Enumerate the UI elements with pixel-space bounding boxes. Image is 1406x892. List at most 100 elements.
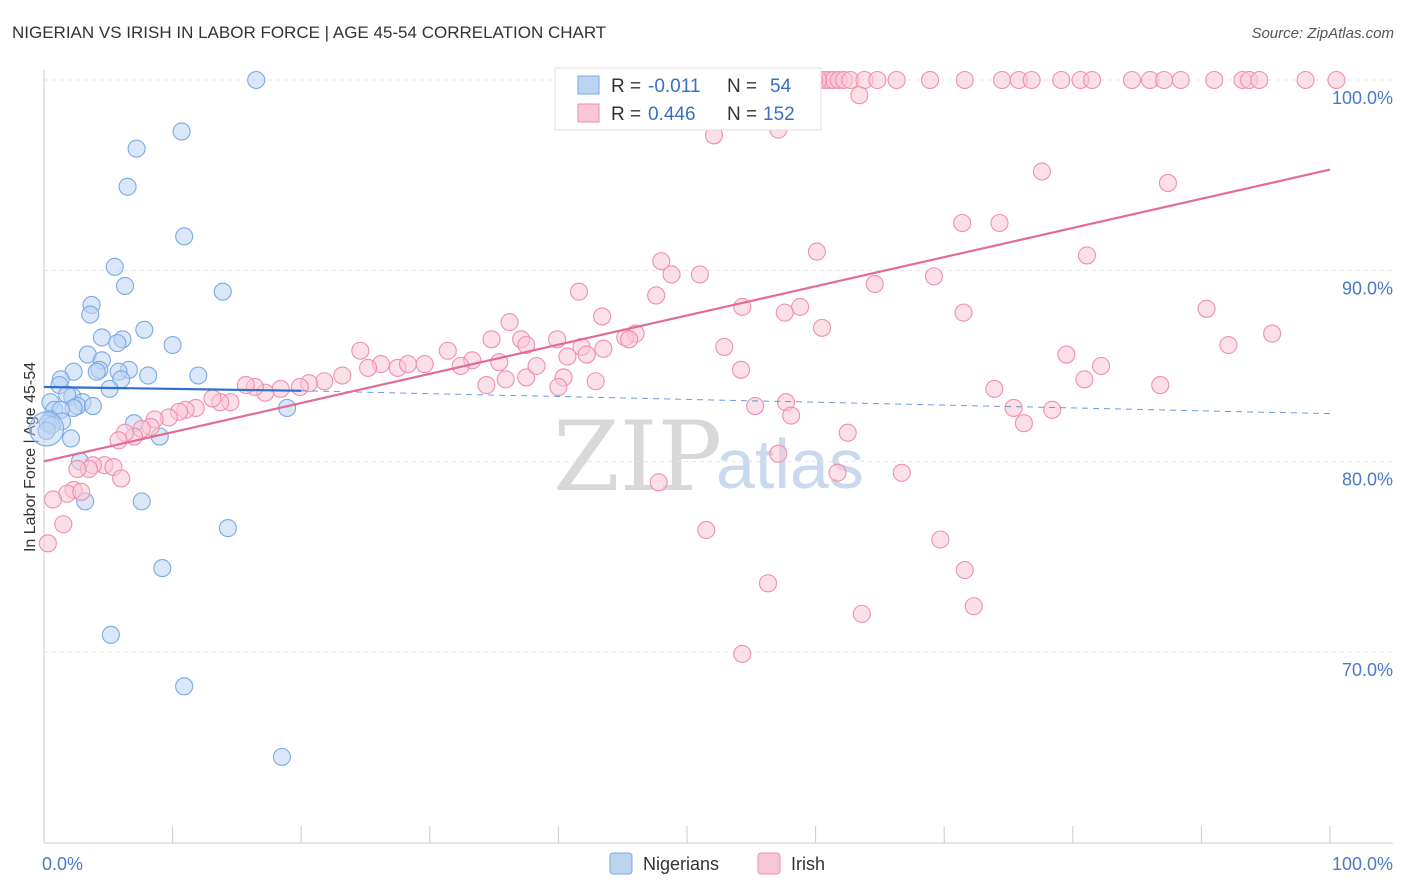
- point-irish-43: [1327, 70, 1346, 90]
- series-legend-label-irish: Irish: [791, 854, 825, 874]
- point-irish-87: [415, 355, 434, 374]
- legend-r-value-nigerians: -0.011: [648, 76, 700, 97]
- chart-source: Source: ZipAtlas.com: [1251, 25, 1394, 42]
- legend-swatch-irish: [577, 103, 600, 123]
- point-irish-34: [1122, 70, 1142, 90]
- point-irish-24: [868, 70, 887, 90]
- point-irish-91: [351, 341, 370, 360]
- legend-n-label-irish: N =: [727, 104, 757, 125]
- grid-lines: [43, 79, 1393, 843]
- point-irish-121: [54, 515, 73, 534]
- point-nigerians-7: [213, 282, 232, 301]
- point-nigerians-52: [175, 677, 194, 696]
- point-irish-138: [517, 335, 536, 355]
- point-irish-167: [649, 473, 668, 492]
- point-irish-137: [620, 330, 639, 349]
- point-nigerians-4: [175, 227, 194, 246]
- point-irish-117: [68, 459, 87, 479]
- point-irish-120: [43, 490, 63, 509]
- point-irish-158: [838, 423, 857, 442]
- point-nigerians-48: [132, 492, 151, 511]
- trend-line-nigerians: [43, 385, 302, 392]
- point-nigerians-cluster: [29, 411, 65, 447]
- point-irish-161: [955, 560, 974, 580]
- point-irish-155: [746, 396, 765, 416]
- point-irish-26: [921, 70, 940, 90]
- point-irish-28: [993, 70, 1012, 90]
- point-irish-97: [271, 379, 290, 398]
- y-axis-label: In Labor Force | Age 45-54: [22, 362, 39, 552]
- point-irish-162: [964, 597, 983, 616]
- point-irish-72: [647, 286, 666, 305]
- point-irish-59: [850, 86, 869, 105]
- point-irish-66: [807, 242, 826, 261]
- point-irish-157: [828, 463, 847, 482]
- point-nigerians-14: [163, 335, 182, 355]
- series-legend-label-nigerians: Nigerians: [643, 854, 719, 874]
- point-irish-36: [1155, 70, 1174, 90]
- point-irish-82: [482, 330, 501, 349]
- point-irish-30: [1022, 70, 1041, 90]
- point-irish-141: [865, 274, 884, 294]
- point-irish-93: [333, 366, 352, 385]
- point-irish-75: [569, 282, 589, 301]
- x-tick-label-1: 100.0%: [1332, 854, 1393, 874]
- point-irish-133: [527, 356, 546, 376]
- point-irish-129: [586, 372, 605, 391]
- point-irish-160: [931, 530, 950, 549]
- legend-n-value-irish: 152: [763, 104, 795, 125]
- legend-r-label-nigerians: R =: [611, 76, 641, 97]
- point-irish-142: [954, 303, 973, 322]
- trend-line-irish: [43, 168, 1331, 463]
- legend-n-label-nigerians: N =: [727, 76, 757, 97]
- point-irish-165: [733, 644, 752, 663]
- point-nigerians-51: [101, 625, 120, 644]
- point-irish-149: [1263, 324, 1282, 343]
- point-irish-103: [203, 389, 222, 408]
- point-irish-132: [549, 377, 568, 397]
- point-irish-74: [662, 265, 681, 284]
- point-irish-146: [1057, 345, 1076, 364]
- point-irish-71: [775, 303, 794, 322]
- chart-title: NIGERIAN VS IRISH IN LABOR FORCE | AGE 4…: [12, 23, 606, 42]
- point-nigerians-9: [81, 305, 100, 324]
- y-tick-label-3: 70.0%: [1342, 660, 1393, 680]
- point-irish-89: [398, 355, 417, 374]
- x-tick-labels: 0.0% 100.0%: [42, 854, 1393, 874]
- point-irish-144: [1014, 414, 1033, 433]
- point-irish-166: [697, 520, 716, 540]
- stats-legend: R = -0.011 N = 54 R = 0.446 N = 152: [554, 67, 822, 131]
- point-irish-135: [577, 345, 596, 364]
- series-legend-swatch-irish: [757, 852, 781, 875]
- point-irish-147: [1219, 335, 1238, 355]
- y-tick-label-2: 80.0%: [1342, 469, 1393, 489]
- point-irish-67: [1077, 246, 1096, 265]
- point-irish-83: [438, 341, 457, 360]
- point-irish-96: [290, 377, 309, 397]
- point-nigerians-23: [189, 366, 208, 385]
- point-irish-148: [1197, 299, 1216, 318]
- point-irish-92: [359, 358, 378, 377]
- axes: [43, 70, 1393, 844]
- point-irish-131: [477, 376, 496, 395]
- point-irish-62: [1032, 162, 1051, 181]
- point-nigerians-33: [83, 396, 102, 416]
- point-irish-168: [782, 406, 801, 425]
- legend-r-label-irish: R =: [611, 104, 641, 125]
- point-irish-63: [1158, 173, 1178, 193]
- point-irish-33: [1083, 70, 1102, 90]
- point-irish-37: [1171, 70, 1190, 90]
- point-irish-153: [731, 360, 751, 379]
- point-irish-125: [72, 482, 91, 501]
- point-irish-159: [892, 463, 911, 482]
- y-tick-label-0: 100.0%: [1332, 88, 1393, 108]
- point-irish-127: [517, 368, 536, 387]
- point-irish-73: [652, 252, 671, 271]
- point-nigerians-6: [115, 276, 135, 295]
- point-nigerians-10: [135, 320, 154, 339]
- point-irish-136: [594, 339, 613, 358]
- point-nigerians-50: [153, 559, 172, 578]
- series-legend-swatch-nigerians: [609, 852, 633, 875]
- point-irish-68: [924, 267, 943, 286]
- point-nigerians-3: [118, 177, 137, 196]
